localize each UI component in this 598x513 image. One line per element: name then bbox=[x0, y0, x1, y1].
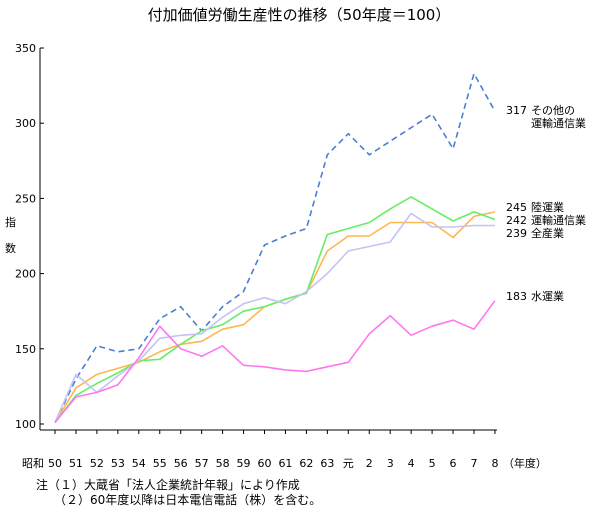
series-line bbox=[54, 212, 495, 423]
x-tick-label: 55 bbox=[153, 457, 167, 470]
x-tick-label: 52 bbox=[90, 457, 104, 470]
x-tick-label: 58 bbox=[216, 457, 230, 470]
chart-series bbox=[54, 72, 496, 424]
x-tick-label: 63 bbox=[320, 457, 334, 470]
x-tick-label: 56 bbox=[174, 457, 188, 470]
x-tick-label: 53 bbox=[111, 457, 125, 470]
series-line bbox=[54, 300, 496, 424]
x-tick-label: 59 bbox=[237, 457, 251, 470]
x-tick-label: 元 bbox=[343, 457, 354, 470]
x-tick-label: 57 bbox=[195, 457, 209, 470]
x-tick-label: 6 bbox=[450, 457, 457, 470]
series-label: その他の bbox=[531, 104, 575, 117]
series-label: 運輸通信業 bbox=[531, 213, 586, 227]
x-tick-label: 3 bbox=[387, 457, 394, 470]
series-end-value: 183 bbox=[506, 290, 527, 303]
x-tick-label: 5 bbox=[429, 457, 436, 470]
x-tick-label: 4 bbox=[408, 457, 415, 470]
series-label: 陸運業 bbox=[531, 201, 564, 214]
x-tick-label: 7 bbox=[471, 457, 478, 470]
footnote-2: （２）60年度以降は日本電信電話（株）を含む。 bbox=[54, 493, 322, 507]
y-tick-label: 150 bbox=[15, 343, 36, 356]
y-axis-label: 指 bbox=[5, 215, 16, 229]
chart-title: 付加価値労働生産性の推移（50年度＝100） bbox=[147, 6, 451, 24]
series-end-value: 239 bbox=[506, 227, 527, 240]
y-tick-label: 100 bbox=[15, 418, 36, 431]
x-tick-label: 51 bbox=[69, 457, 83, 470]
series-end-value: 317 bbox=[506, 104, 527, 117]
series-line bbox=[54, 72, 496, 423]
x-axis-label: （年度） bbox=[503, 456, 547, 470]
y-tick-label: 250 bbox=[15, 192, 36, 205]
series-end-value: 242 bbox=[506, 214, 527, 227]
footnotes: 注（１）大蔵省「法人企業統計年報」により作成 （２）60年度以降は日本電信電話（… bbox=[36, 478, 321, 508]
series-label: 運輸通信業 bbox=[531, 116, 586, 130]
y-tick-label: 350 bbox=[15, 42, 36, 55]
series-line bbox=[54, 196, 496, 423]
x-tick-label: 60 bbox=[258, 457, 272, 470]
series-line bbox=[54, 211, 496, 423]
footnote-1: 注（１）大蔵省「法人企業統計年報」により作成 bbox=[36, 478, 300, 492]
x-tick-label: 8 bbox=[491, 457, 498, 470]
x-era-label: 昭和 bbox=[22, 457, 44, 470]
y-tick-label: 300 bbox=[15, 117, 36, 130]
y-tick-label: 200 bbox=[15, 268, 36, 281]
x-tick-label: 54 bbox=[132, 457, 146, 470]
y-axis-label: 数 bbox=[5, 242, 16, 255]
series-label: 全産業 bbox=[531, 226, 564, 240]
x-tick-label: 50 bbox=[48, 457, 62, 470]
series-label: 水運業 bbox=[531, 290, 564, 303]
x-tick-label: 2 bbox=[366, 457, 373, 470]
x-tick-label: 61 bbox=[278, 457, 292, 470]
series-end-value: 245 bbox=[506, 201, 527, 214]
x-tick-label: 62 bbox=[299, 457, 313, 470]
